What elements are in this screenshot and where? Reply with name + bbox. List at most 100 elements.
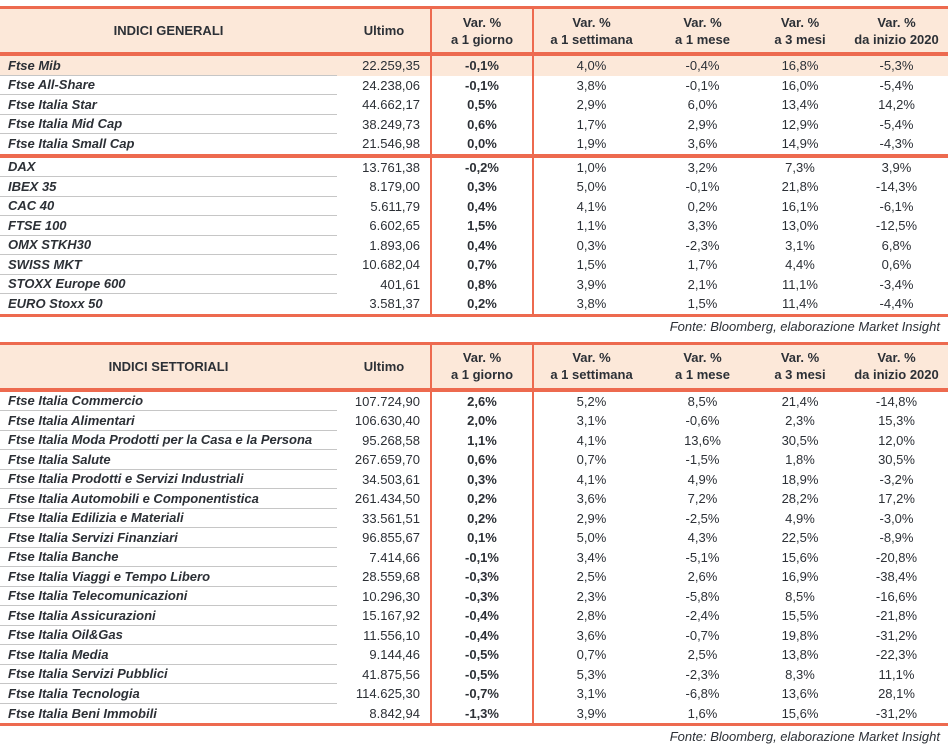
col-header-var-label: Var. % — [683, 350, 722, 365]
col-header-var-1w: Var. % a 1 settimana — [533, 345, 650, 388]
var-1m-cell: -2,3% — [685, 237, 720, 253]
table-row: Ftse Italia Star 44.662,17 0,5% 2,9% 6,0% 13,… — [0, 95, 948, 115]
ultimo-cell: 10.296,30 — [362, 588, 420, 604]
var-1m-cell: 1,5% — [687, 296, 718, 312]
var-3m-cell: 19,8% — [781, 627, 819, 643]
var-ytd-cell: -3,0% — [879, 510, 914, 526]
ultimo-cell: 22.259,35 — [362, 58, 420, 74]
ultimo-cell: 96.855,67 — [362, 530, 420, 546]
table-row: Ftse Italia Servizi Finanziari 96.855,67 0… — [0, 528, 948, 548]
ultimo-cell: 21.546,98 — [362, 136, 420, 152]
ultimo-cell: 28.559,68 — [362, 569, 420, 585]
var-3m-cell: 12,9% — [781, 116, 819, 132]
var-3m-cell: 21,4% — [781, 393, 819, 409]
var-3m-cell: 13,8% — [781, 647, 819, 663]
var-1g-cell: 1,5% — [467, 218, 497, 234]
col-header-period-label: a 1 mese — [675, 31, 730, 47]
var-3m-cell: 18,9% — [781, 471, 819, 487]
var-1g-cell: 0,2% — [467, 491, 497, 507]
var-1m-cell: -0,7% — [685, 627, 720, 643]
var-1g-cell: 1,1% — [467, 432, 497, 448]
var-1w-cell: 3,9% — [576, 276, 607, 292]
var-ytd-cell: -5,4% — [879, 77, 914, 93]
col-header-var-label: Var. % — [462, 350, 502, 365]
var-1g-cell: 0,4% — [467, 198, 497, 214]
indici-settoriali-table: INDICI SETTORIALI Ultimo Var. % a 1 gior… — [0, 341, 948, 726]
ultimo-cell: 8.179,00 — [369, 179, 420, 195]
table-row: FTSE 100 6.602,65 1,5% 1,1% 3,3% 13,0% -12,5% — [0, 216, 948, 236]
column-divider-line — [430, 6, 432, 317]
var-ytd-cell: 17,2% — [878, 491, 915, 507]
col-header-var-label: Var. % — [462, 14, 502, 30]
var-1g-cell: 2,0% — [467, 413, 497, 429]
var-1g-cell: 0,2% — [467, 510, 497, 526]
index-name-cell: FTSE 100 — [0, 216, 337, 236]
var-1m-cell: -0,6% — [685, 413, 720, 429]
var-3m-cell: 15,6% — [781, 705, 819, 721]
var-1m-cell: 6,0% — [687, 97, 718, 113]
var-1m-cell: -2,3% — [685, 666, 720, 682]
index-name-cell: Ftse Italia Commercio — [0, 392, 337, 411]
ultimo-cell: 95.268,58 — [362, 432, 420, 448]
table-row: Ftse Italia Telecomunicazioni 10.296,30 -0… — [0, 587, 948, 606]
var-3m-cell: 16,1% — [781, 198, 819, 214]
ultimo-cell: 7.414,66 — [369, 549, 420, 565]
column-divider-line — [532, 341, 534, 726]
var-1w-cell: 1,0% — [576, 159, 607, 175]
var-ytd-cell: 14,2% — [878, 97, 915, 113]
col-header-var-1m: Var. % a 1 mese — [650, 345, 755, 388]
index-name-cell: Ftse Italia Alimentari — [0, 411, 337, 431]
var-1m-cell: -0,1% — [685, 77, 720, 93]
var-1w-cell: 4,1% — [576, 198, 607, 214]
ultimo-cell: 34.503,61 — [362, 471, 420, 487]
var-1w-cell: 5,0% — [576, 530, 607, 546]
ultimo-cell: 107.724,90 — [354, 393, 420, 409]
var-3m-cell: 1,8% — [785, 452, 815, 468]
var-ytd-cell: -21,8% — [875, 608, 918, 624]
var-1m-cell: -0,4% — [685, 58, 720, 74]
table-row: SWISS MKT 10.682,04 0,7% 1,5% 1,7% 4,4% 0,6% — [0, 255, 948, 275]
var-ytd-cell: -14,8% — [875, 393, 918, 409]
var-1m-cell: 3,6% — [687, 136, 718, 152]
var-1g-cell: -0,1% — [465, 549, 499, 565]
ultimo-cell: 15.167,92 — [362, 608, 420, 624]
var-3m-cell: 4,4% — [785, 257, 815, 273]
var-ytd-cell: -31,2% — [875, 627, 918, 643]
var-1g-cell: -0,1% — [465, 58, 499, 74]
table-top-rule — [0, 341, 948, 345]
table-rows: Ftse Italia Commercio 107.724,90 2,6% 5,2% 8… — [0, 392, 948, 724]
table-row: Ftse Italia Salute 267.659,70 0,6% 0,7% -1,5… — [0, 450, 948, 470]
var-1g-cell: -0,4% — [465, 608, 499, 624]
var-ytd-cell: 28,1% — [878, 686, 915, 702]
var-ytd-cell: 3,9% — [881, 159, 912, 175]
var-3m-cell: 2,3% — [785, 413, 815, 429]
index-name-cell: CAC 40 — [0, 197, 337, 216]
var-1w-cell: 3,8% — [576, 296, 607, 312]
col-header-var-ytd: Var. % da inizio 2020 — [845, 9, 948, 52]
table-top-rule — [0, 6, 948, 9]
table-row: Ftse Italia Alimentari 106.630,40 2,0% 3,1%… — [0, 411, 948, 431]
index-name-cell: Ftse Italia Edilizia e Materiali — [0, 509, 337, 528]
var-1w-cell: 3,1% — [576, 413, 607, 429]
var-3m-cell: 13,0% — [781, 218, 819, 234]
var-1m-cell: 2,1% — [687, 276, 718, 292]
var-1m-cell: -0,1% — [685, 179, 720, 195]
var-3m-cell: 16,9% — [781, 569, 819, 585]
index-name-cell: STOXX Europe 600 — [0, 275, 337, 294]
var-1w-cell: 0,7% — [576, 647, 607, 663]
var-1m-cell: 4,9% — [687, 471, 718, 487]
var-1w-cell: 5,0% — [576, 179, 607, 195]
index-name-cell: Ftse Italia Servizi Finanziari — [0, 528, 337, 548]
table-row: Ftse Mib 22.259,35 -0,1% 4,0% -0,4% 16,8% -5,3… — [0, 56, 948, 76]
col-header-var-1w: Var. % a 1 settimana — [533, 9, 650, 52]
table-row: EURO Stoxx 50 3.581,37 0,2% 3,8% 1,5% 11,4% -4… — [0, 294, 948, 314]
var-1m-cell: -1,5% — [685, 452, 720, 468]
table-header-row: INDICI GENERALI Ultimo Var. % a 1 giorno… — [0, 9, 948, 52]
var-3m-cell: 21,8% — [781, 179, 819, 195]
var-ytd-cell: -14,3% — [875, 179, 918, 195]
ultimo-cell: 9.144,46 — [369, 647, 420, 663]
index-name-cell: Ftse Italia Beni Immobili — [8, 705, 157, 721]
col-header-var-1g: Var. % a 1 giorno — [431, 9, 533, 52]
var-1g-cell: -1,3% — [465, 705, 499, 721]
group-separator-rule — [0, 153, 948, 158]
